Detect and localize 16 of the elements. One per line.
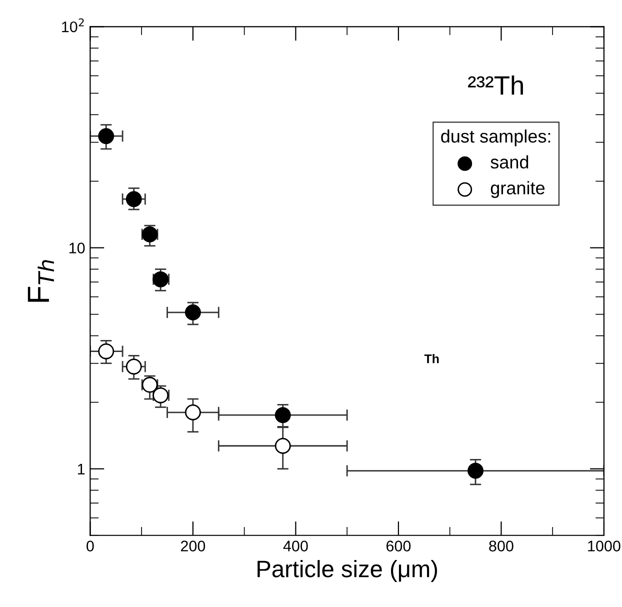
x-axis-title: Particle size (μm) — [258, 560, 438, 582]
x-tick-label: 0 — [86, 540, 94, 552]
x-tick-label: 1000 — [588, 540, 620, 552]
y-axis-title: F$_{Th}$ — [28, 260, 54, 302]
y-tick-label: 10 — [70, 242, 85, 254]
legend-label: sand — [490, 155, 528, 169]
x-tick-label: 600 — [386, 540, 411, 552]
legend-label: granite — [490, 181, 545, 198]
x-tick-label: 800 — [489, 540, 514, 552]
legend-title: dust samples: — [441, 129, 550, 146]
y-tick-label: 1 — [78, 464, 85, 474]
x-tick-label: 400 — [283, 540, 308, 552]
annotation: Th — [424, 354, 439, 364]
y-tick-label: 10$^{2}$ — [62, 18, 84, 32]
x-tick-label: 200 — [180, 540, 206, 552]
annotation: ²³²Th — [468, 75, 523, 95]
